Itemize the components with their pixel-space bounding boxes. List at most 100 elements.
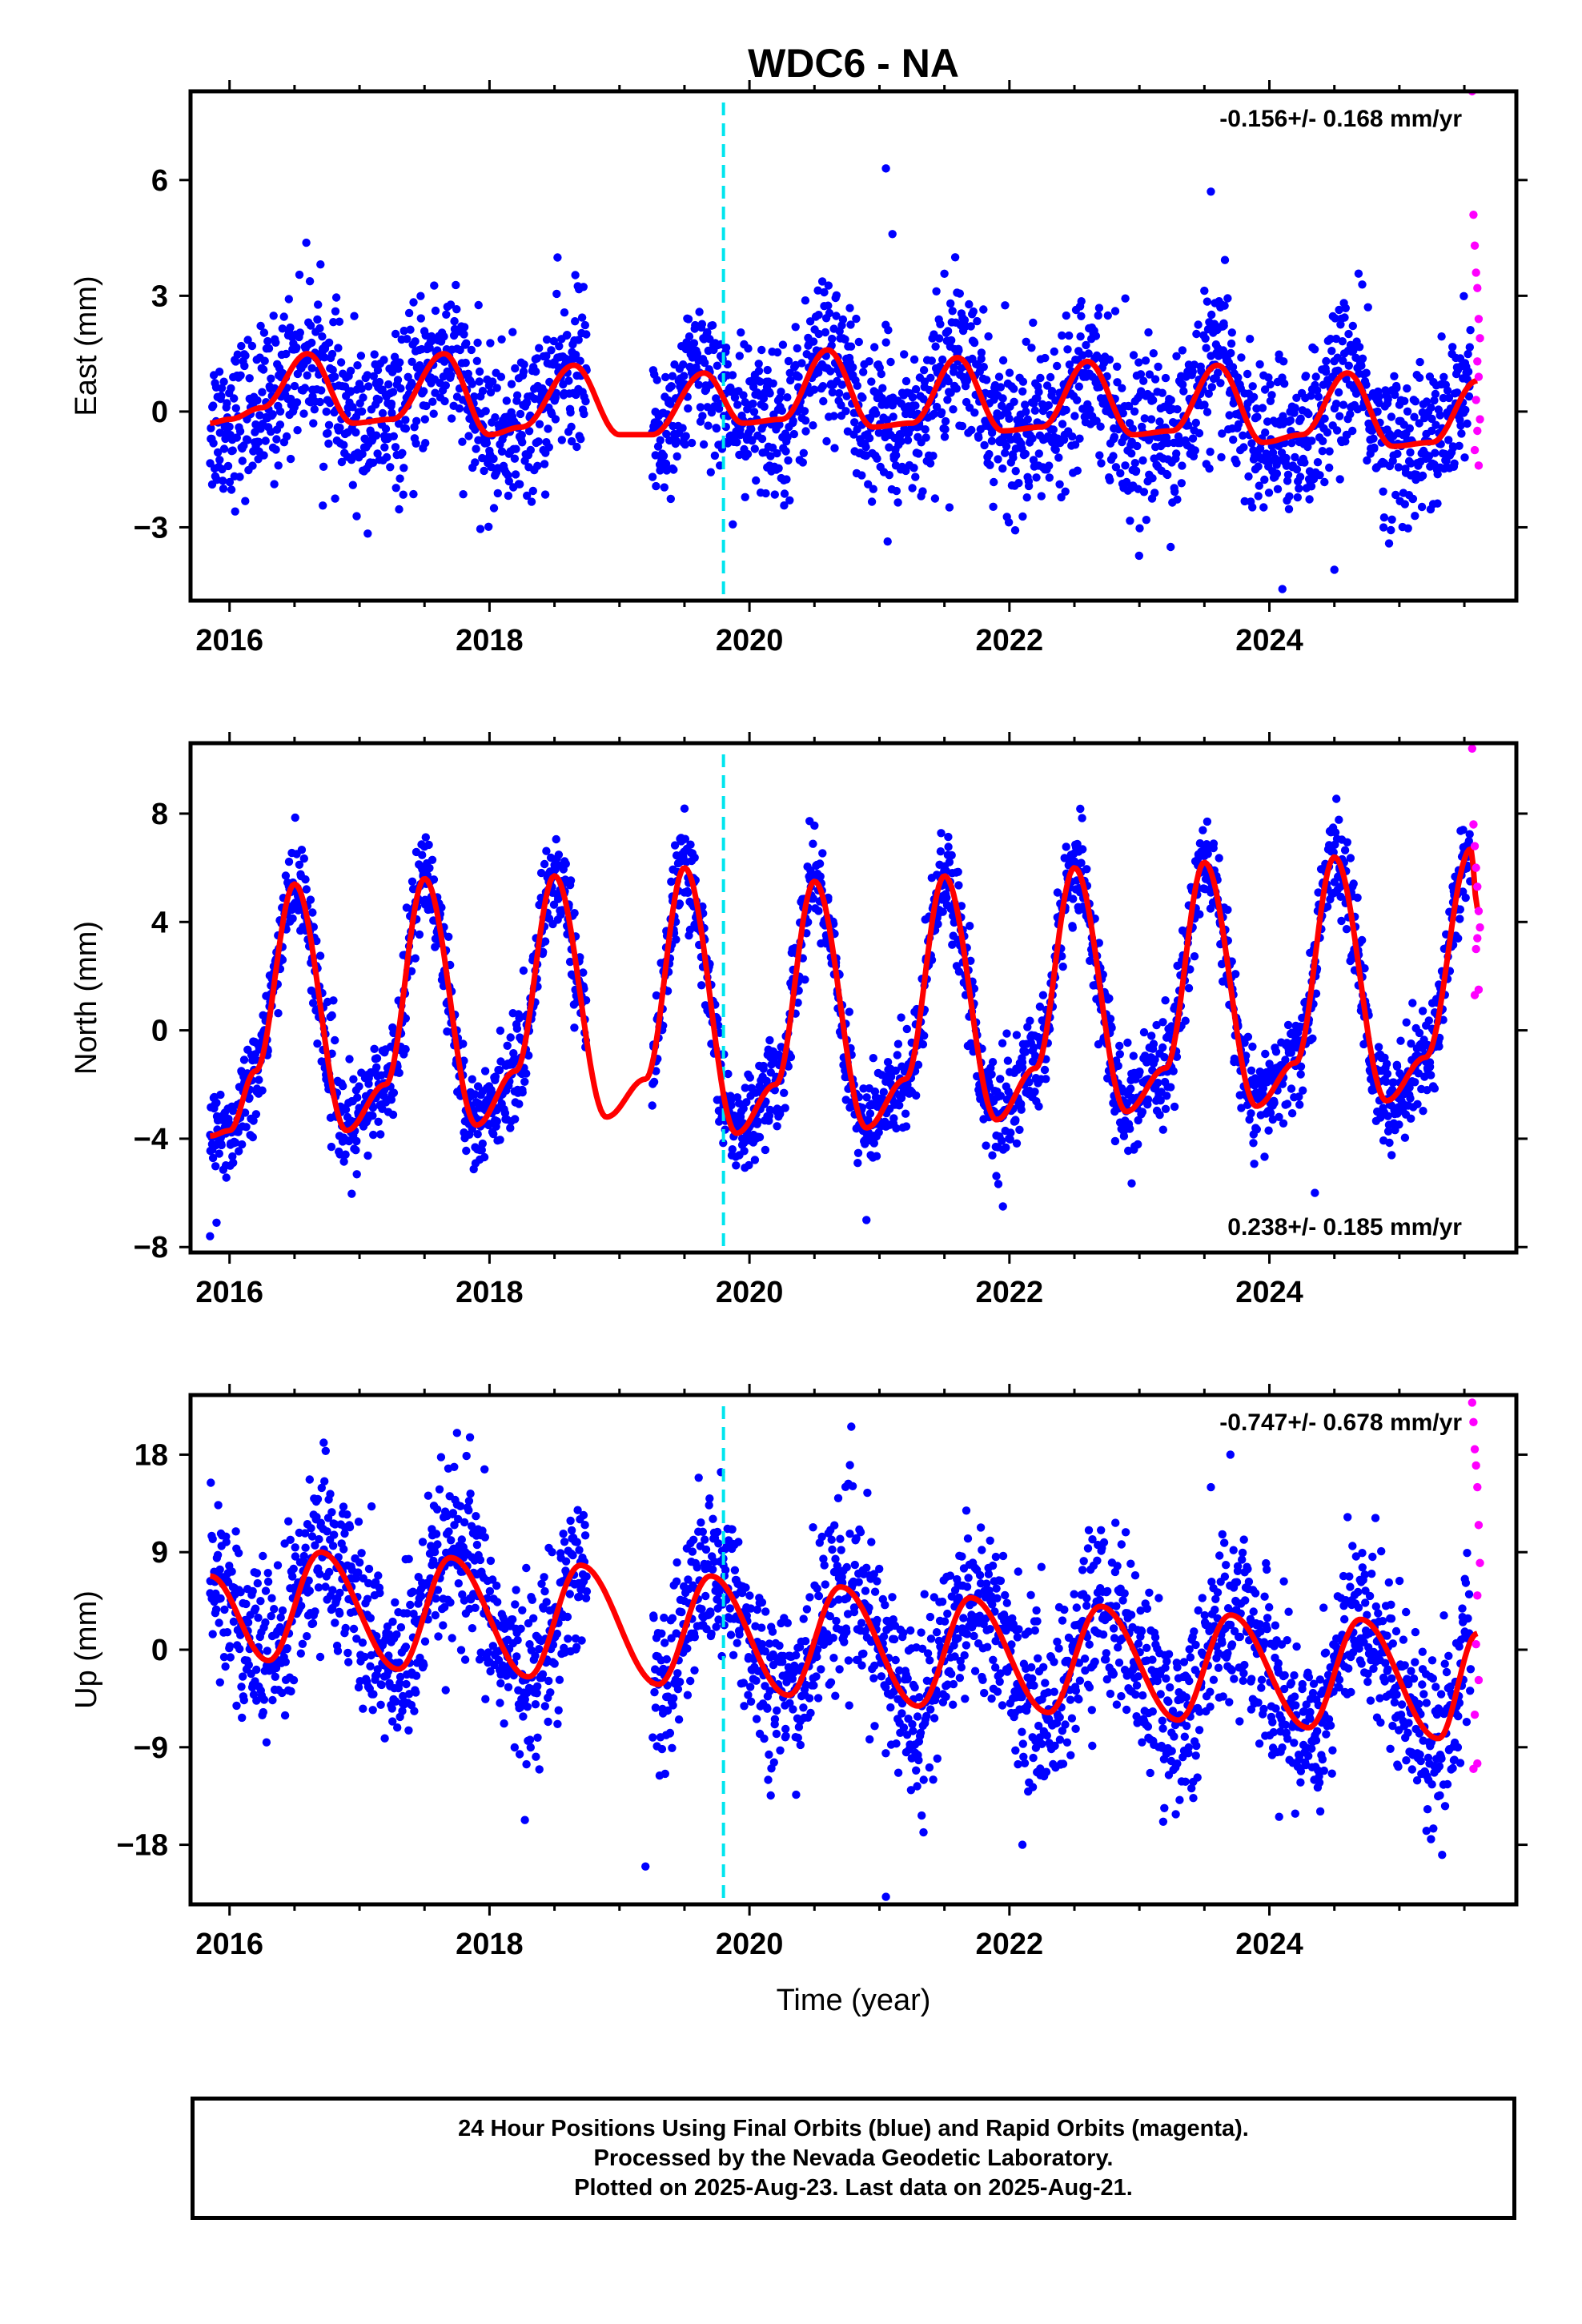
east-final-point (1307, 436, 1316, 445)
east-outlier-point (881, 164, 890, 173)
north-final-point (473, 1130, 482, 1139)
east-final-point (708, 321, 717, 330)
north-final-point (539, 947, 548, 956)
east-final-point (818, 382, 828, 391)
east-final-point (552, 289, 561, 299)
east-final-point (324, 420, 334, 429)
east-final-point (335, 424, 344, 432)
east-final-point (837, 400, 845, 410)
east-final-point (1204, 389, 1214, 398)
east-final-point (1062, 405, 1070, 415)
east-final-point (994, 372, 1004, 381)
east-final-point (371, 431, 381, 440)
north-final-point (251, 1110, 261, 1119)
east-final-point (681, 440, 689, 449)
east-final-point (275, 420, 285, 429)
east-final-point (1407, 459, 1415, 468)
east-final-point (1029, 318, 1038, 328)
east-final-point (520, 360, 528, 369)
east-final-point (227, 384, 235, 393)
north-final-point (1400, 1133, 1410, 1142)
east-final-point (1118, 384, 1126, 392)
east-final-point (832, 312, 841, 320)
east-final-point (1036, 373, 1045, 383)
north-final-point (302, 885, 311, 894)
east-final-point (382, 452, 391, 462)
east-rapid-point (1476, 415, 1484, 424)
north-final-point (1383, 1112, 1392, 1120)
east-final-point (765, 389, 774, 398)
east-final-point (809, 385, 819, 394)
east-final-point (947, 336, 956, 345)
north-final-point (1296, 1070, 1305, 1079)
east-final-point (1163, 470, 1172, 480)
east-final-point (773, 448, 781, 458)
north-final-point (1340, 846, 1350, 854)
east-final-point (1383, 395, 1392, 404)
north-final-point (368, 1103, 378, 1112)
east-rapid-point (1473, 357, 1482, 366)
east-final-point (1439, 372, 1448, 381)
east-final-point (826, 367, 835, 376)
east-final-point (911, 472, 920, 481)
north-final-point (1435, 1042, 1443, 1051)
north-final-point (759, 1061, 768, 1071)
east-final-point (391, 484, 400, 493)
east-final-point (1023, 415, 1033, 424)
east-final-point (761, 489, 770, 498)
east-final-point (940, 432, 950, 441)
east-final-point (1391, 390, 1399, 400)
east-final-point (846, 320, 855, 329)
east-final-point (307, 364, 316, 372)
east-final-point (1009, 453, 1018, 462)
east-final-point (697, 320, 707, 328)
north-final-point (761, 1145, 770, 1155)
east-final-point (1260, 385, 1270, 394)
north-final-point (1385, 1138, 1394, 1148)
east-final-point (747, 424, 756, 434)
east-final-point (1018, 377, 1028, 386)
chart-title: WDC6 - NA (748, 41, 959, 86)
east-final-point (786, 376, 795, 385)
north-final-point (1172, 1052, 1182, 1062)
east-final-point (228, 446, 237, 455)
north-final-point (281, 871, 291, 880)
east-final-point (1283, 476, 1292, 485)
east-final-point (1174, 432, 1183, 441)
east-final-point (390, 352, 400, 361)
east-final-point (809, 421, 817, 430)
north-final-point (1405, 1083, 1414, 1092)
east-final-point (955, 289, 965, 298)
east-final-point (798, 458, 807, 467)
east-final-point (685, 332, 694, 341)
east-final-point (412, 439, 420, 448)
east-final-point (1255, 360, 1264, 369)
north-final-point (561, 859, 570, 868)
east-final-point (1136, 370, 1146, 379)
east-final-point (450, 316, 459, 326)
east-final-point (1362, 380, 1371, 389)
east-final-point (1410, 412, 1419, 421)
east-final-point (324, 338, 334, 347)
east-final-point (789, 429, 798, 439)
north-final-point (1337, 916, 1346, 926)
east-final-point (931, 342, 940, 351)
north-final-point (1382, 1059, 1391, 1068)
east-final-point (364, 382, 373, 391)
north-final-point (1002, 1029, 1011, 1038)
east-final-point (1448, 343, 1457, 352)
east-rapid-point (1470, 241, 1480, 250)
east-final-point (1403, 384, 1411, 393)
east-final-point (661, 372, 670, 382)
east-final-point (735, 450, 744, 460)
east-final-point (1331, 334, 1341, 344)
north-final-point (996, 1075, 1005, 1084)
north-final-point (1135, 1068, 1144, 1076)
north-final-point (1030, 1043, 1038, 1052)
east-final-point (482, 439, 492, 448)
east-final-point (760, 402, 769, 411)
north-final-point (1069, 895, 1078, 903)
east-final-point (504, 476, 513, 486)
north-final-point (998, 1039, 1007, 1047)
